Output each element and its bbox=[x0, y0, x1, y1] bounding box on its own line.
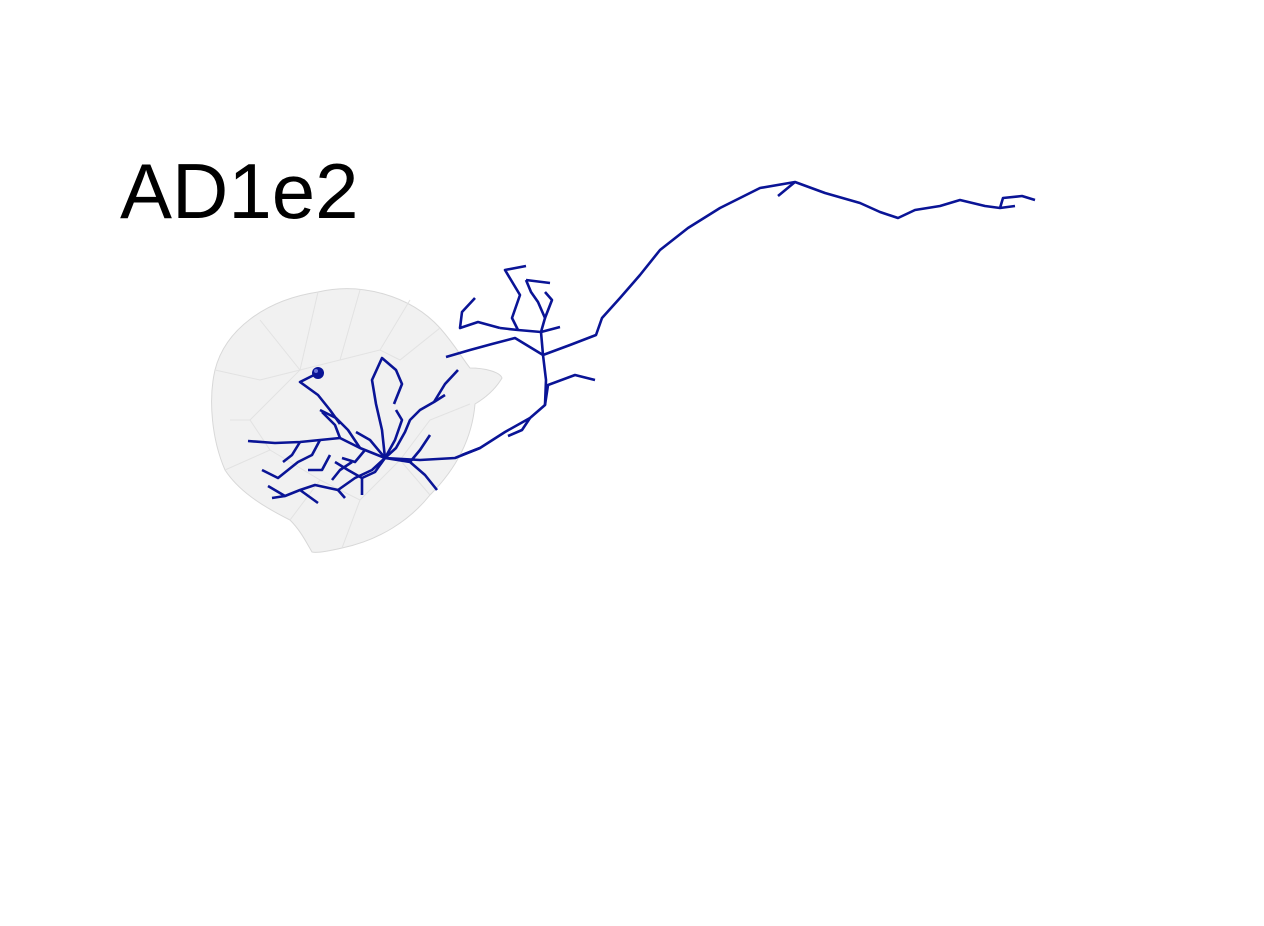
neurite-branch bbox=[355, 430, 386, 459]
neurite-branch bbox=[445, 336, 544, 359]
neurite-branch bbox=[267, 457, 386, 498]
neurite-branch bbox=[261, 439, 322, 480]
neurite-branch bbox=[543, 291, 554, 319]
mesh-facet-edge bbox=[379, 327, 441, 361]
soma-highlight bbox=[314, 369, 318, 373]
neurite-branch bbox=[777, 180, 796, 198]
neuron-skeleton bbox=[247, 180, 1036, 505]
neurite-branch bbox=[271, 494, 286, 500]
neurite-branch bbox=[524, 279, 547, 356]
neurite-branch bbox=[337, 489, 346, 499]
mesh-facet-edge bbox=[399, 403, 471, 461]
axon-branch bbox=[384, 180, 1016, 462]
neurite-branch bbox=[499, 326, 542, 334]
mesh-facet-edge bbox=[214, 369, 301, 381]
neurite-branch bbox=[298, 371, 342, 425]
neurite-branch bbox=[308, 454, 332, 472]
neurite-branch bbox=[998, 194, 1036, 209]
neurite-branch bbox=[543, 373, 596, 406]
neurite-branch bbox=[299, 488, 319, 505]
brain-region-volume bbox=[211, 288, 503, 553]
neurite-branch bbox=[458, 297, 501, 330]
mesh-facet-edge bbox=[259, 319, 301, 371]
neurite-branch bbox=[370, 356, 404, 459]
neurite-branch bbox=[525, 278, 551, 285]
neurite-branch bbox=[409, 434, 432, 463]
neurite-branch bbox=[330, 460, 353, 481]
neurite-branch bbox=[319, 408, 362, 449]
soma-marker bbox=[312, 367, 324, 379]
neurite-branch bbox=[432, 369, 459, 403]
neurite-branch bbox=[321, 411, 342, 439]
neurite-branch bbox=[507, 417, 532, 438]
neurite-branch bbox=[341, 449, 366, 464]
neuron-name-label: AD1e2 bbox=[120, 147, 359, 235]
volume-mesh-outline bbox=[211, 288, 503, 553]
neurite-branch bbox=[383, 409, 404, 459]
neurite-branch bbox=[540, 325, 561, 334]
neurite-branch bbox=[503, 264, 527, 331]
neurite-branch bbox=[461, 446, 481, 457]
neurite-branch bbox=[384, 456, 439, 491]
neurite-branch bbox=[282, 441, 302, 464]
